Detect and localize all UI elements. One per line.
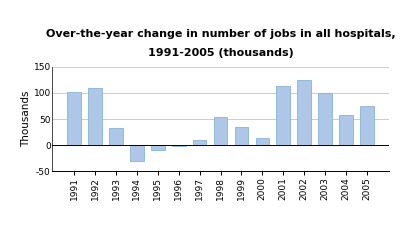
Bar	[67, 92, 81, 145]
Bar	[109, 128, 123, 145]
Text: 1991-2005 (thousands): 1991-2005 (thousands)	[148, 48, 294, 58]
Bar	[214, 117, 227, 145]
Bar	[255, 138, 269, 145]
Bar	[88, 88, 102, 145]
Bar	[151, 145, 165, 150]
Bar	[235, 127, 248, 145]
Bar	[298, 80, 311, 145]
Bar	[318, 93, 332, 145]
Y-axis label: Thousands: Thousands	[21, 91, 31, 147]
Bar	[193, 140, 207, 145]
Bar	[172, 145, 186, 146]
Text: Over-the-year change in number of jobs in all hospitals,: Over-the-year change in number of jobs i…	[46, 29, 395, 39]
Bar	[339, 115, 353, 145]
Bar	[360, 106, 374, 145]
Bar	[276, 86, 290, 145]
Bar	[130, 145, 144, 161]
